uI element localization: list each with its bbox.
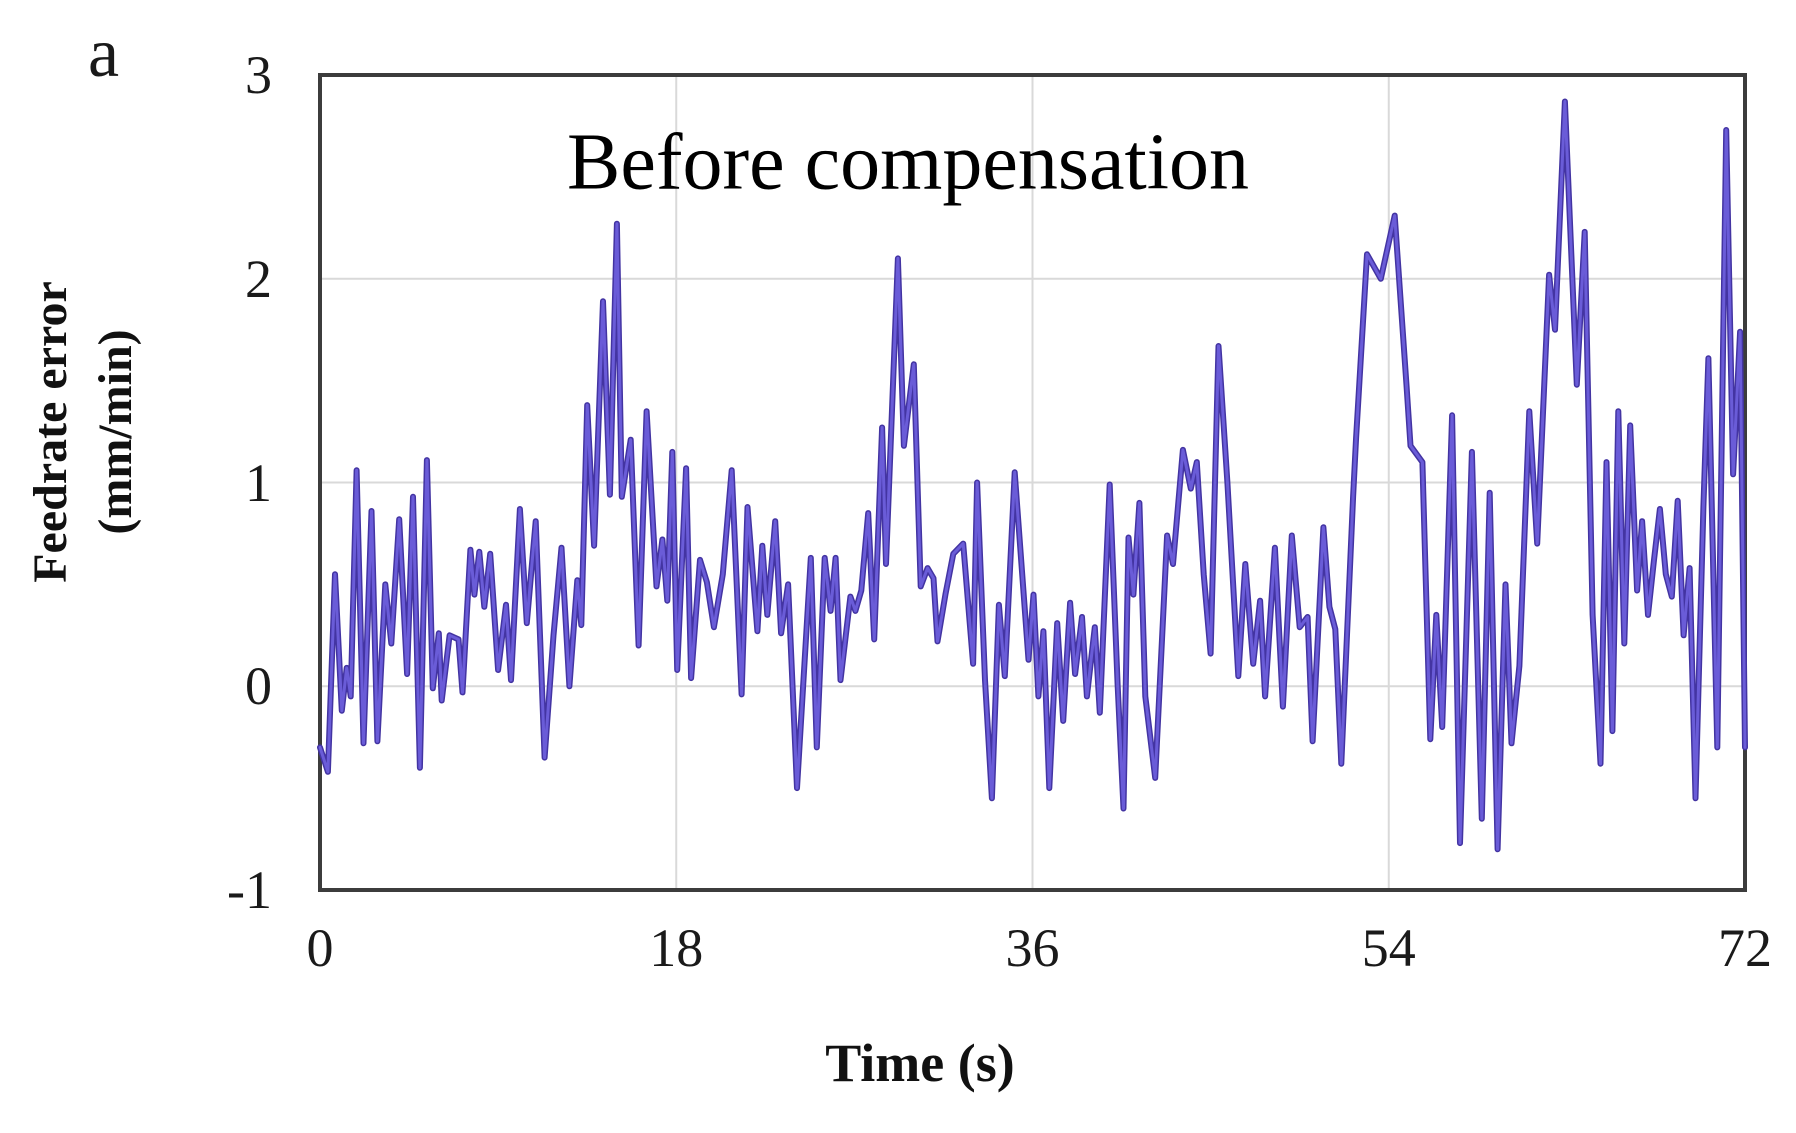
x-tick-36: 36 xyxy=(1005,918,1060,978)
chart-title: Before compensation xyxy=(567,118,1249,207)
y-tick-2: 2 xyxy=(245,248,272,309)
y-axis-title-line1: Feedrate error xyxy=(24,281,78,583)
series-line xyxy=(318,100,1747,851)
x-axis-title: Time (s) xyxy=(825,1033,1015,1093)
x-tick-18: 18 xyxy=(649,918,704,978)
x-tick-0: 0 xyxy=(306,918,334,978)
panel-label: a xyxy=(88,15,120,92)
y-tick-neg1: -1 xyxy=(227,860,272,920)
y-tick-0: 0 xyxy=(245,656,272,717)
y-tick-3: 3 xyxy=(245,45,272,105)
x-tick-72: 72 xyxy=(1718,918,1772,978)
y-axis-title: Feedrate error (mm/min) xyxy=(19,281,149,583)
y-tick-1: 1 xyxy=(245,452,272,513)
x-tick-54: 54 xyxy=(1361,918,1416,978)
plot-frame xyxy=(318,73,1747,892)
y-axis-title-line2: (mm/min) xyxy=(89,329,142,535)
